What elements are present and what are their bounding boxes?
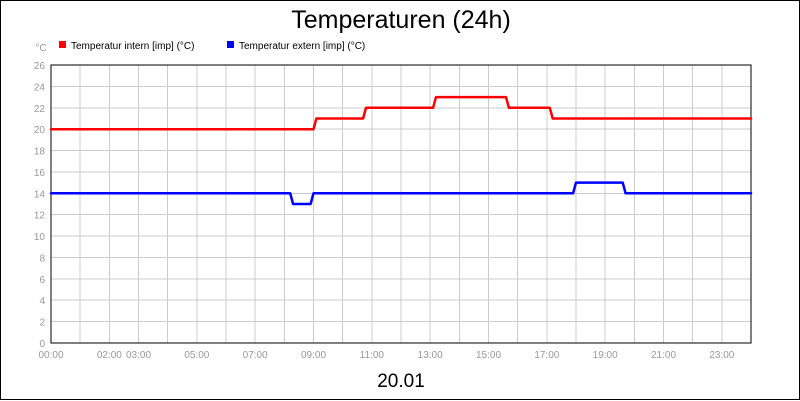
y-tick-label: 6	[39, 275, 45, 286]
x-tick-label: 17:00	[534, 350, 559, 361]
y-tick-label: 2	[39, 318, 45, 329]
x-tick-label: 15:00	[476, 350, 501, 361]
legend-label-intern: Temperatur intern [imp] (°C)	[71, 41, 194, 52]
x-tick-label: 19:00	[593, 350, 618, 361]
x-tick-label: 02:00	[97, 350, 122, 361]
x-tick-label: 21:00	[651, 350, 676, 361]
x-tick-label: 05:00	[184, 350, 209, 361]
legend-label-extern: Temperatur extern [imp] (°C)	[239, 41, 365, 52]
x-tick-label: 09:00	[301, 350, 326, 361]
y-tick-label: 18	[34, 147, 46, 158]
y-tick-label: 10	[34, 232, 46, 243]
x-tick-label: 07:00	[243, 350, 268, 361]
y-tick-label: 22	[34, 104, 46, 115]
legend: Temperatur intern [imp] (°C) Temperatur …	[59, 41, 365, 52]
x-tick-label: 00:00	[38, 350, 63, 361]
x-tick-label: 23:00	[709, 350, 734, 361]
y-tick-label: 24	[34, 82, 46, 93]
x-tick-label: 03:00	[126, 350, 151, 361]
legend-swatch-extern	[227, 41, 234, 48]
chart-title: Temperaturen (24h)	[291, 6, 511, 34]
legend-swatch-intern	[59, 41, 66, 48]
y-tick-label: 14	[34, 189, 46, 200]
x-tick-label: 13:00	[418, 350, 443, 361]
date-label: 20.01	[377, 371, 425, 392]
plot-frame	[50, 64, 752, 344]
y-tick-label: 8	[39, 253, 45, 264]
series-line-intern	[49, 95, 753, 131]
y-tick-label: 26	[34, 61, 46, 72]
y-tick-label: 4	[39, 296, 45, 307]
x-tick-label: 11:00	[360, 350, 385, 361]
y-tick-label: 12	[34, 211, 46, 222]
y-tick-label: 0	[39, 339, 45, 350]
series	[49, 95, 753, 206]
y-axis-unit-label: °C	[35, 43, 46, 54]
y-tick-label: 16	[34, 168, 46, 179]
y-tick-label: 20	[34, 125, 46, 136]
series-line-extern	[49, 181, 753, 206]
